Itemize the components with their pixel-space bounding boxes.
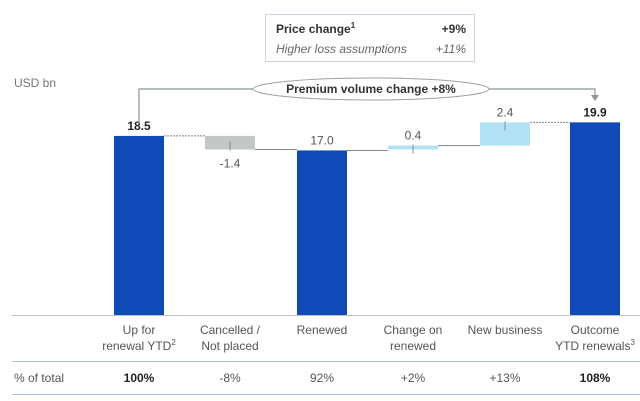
data-label-0: 18.5 bbox=[127, 119, 151, 133]
table-top-rule bbox=[12, 361, 640, 362]
bar-5 bbox=[570, 122, 620, 315]
bar-4 bbox=[480, 122, 530, 146]
pct-cell-2: 92% bbox=[309, 371, 335, 385]
annotation-text: Premium volume change +8% bbox=[286, 82, 456, 96]
price-change-row: Price change1 +9% bbox=[276, 21, 466, 37]
pct-cell-0: 100% bbox=[123, 371, 155, 385]
bracket-arrow-icon bbox=[591, 95, 599, 101]
x-label-0: Up for renewal YTD2 bbox=[102, 323, 176, 353]
price-change-box: Price change1 +9% Higher loss assumption… bbox=[265, 14, 475, 62]
bar-2 bbox=[297, 150, 347, 315]
loss-assumptions-label: Higher loss assumptions bbox=[276, 42, 407, 56]
loss-assumptions-value: +11% bbox=[435, 42, 466, 56]
data-label-1: -1.4 bbox=[220, 156, 241, 170]
pct-cell-1: -8% bbox=[219, 371, 241, 385]
x-label-4: New business bbox=[467, 323, 543, 337]
pct-cell-5: 108% bbox=[579, 371, 611, 385]
x-label-2: Renewed bbox=[296, 323, 348, 337]
price-change-value: +9% bbox=[441, 22, 466, 36]
unit-label: USD bn bbox=[14, 76, 57, 90]
x-label-5: Outcome YTD renewals3 bbox=[555, 323, 635, 353]
data-label-2: 17.0 bbox=[310, 133, 334, 147]
price-change-label: Price change1 bbox=[276, 21, 356, 37]
pct-row-label: % of total bbox=[14, 371, 65, 385]
loss-assumptions-row: Higher loss assumptions +11% bbox=[276, 42, 466, 56]
annotation-ellipse bbox=[252, 77, 490, 101]
pct-cell-3: +2% bbox=[400, 371, 426, 385]
bar-0 bbox=[114, 135, 164, 315]
data-label-3: 0.4 bbox=[405, 129, 422, 143]
x-label-1: Cancelled / Not placed bbox=[199, 323, 261, 353]
table-bottom-rule bbox=[12, 394, 640, 395]
data-label-4: 2.4 bbox=[497, 105, 514, 119]
data-label-5: 19.9 bbox=[583, 105, 607, 119]
x-label-3: Change on renewed bbox=[383, 323, 443, 353]
pct-cell-4: +13% bbox=[489, 371, 521, 385]
